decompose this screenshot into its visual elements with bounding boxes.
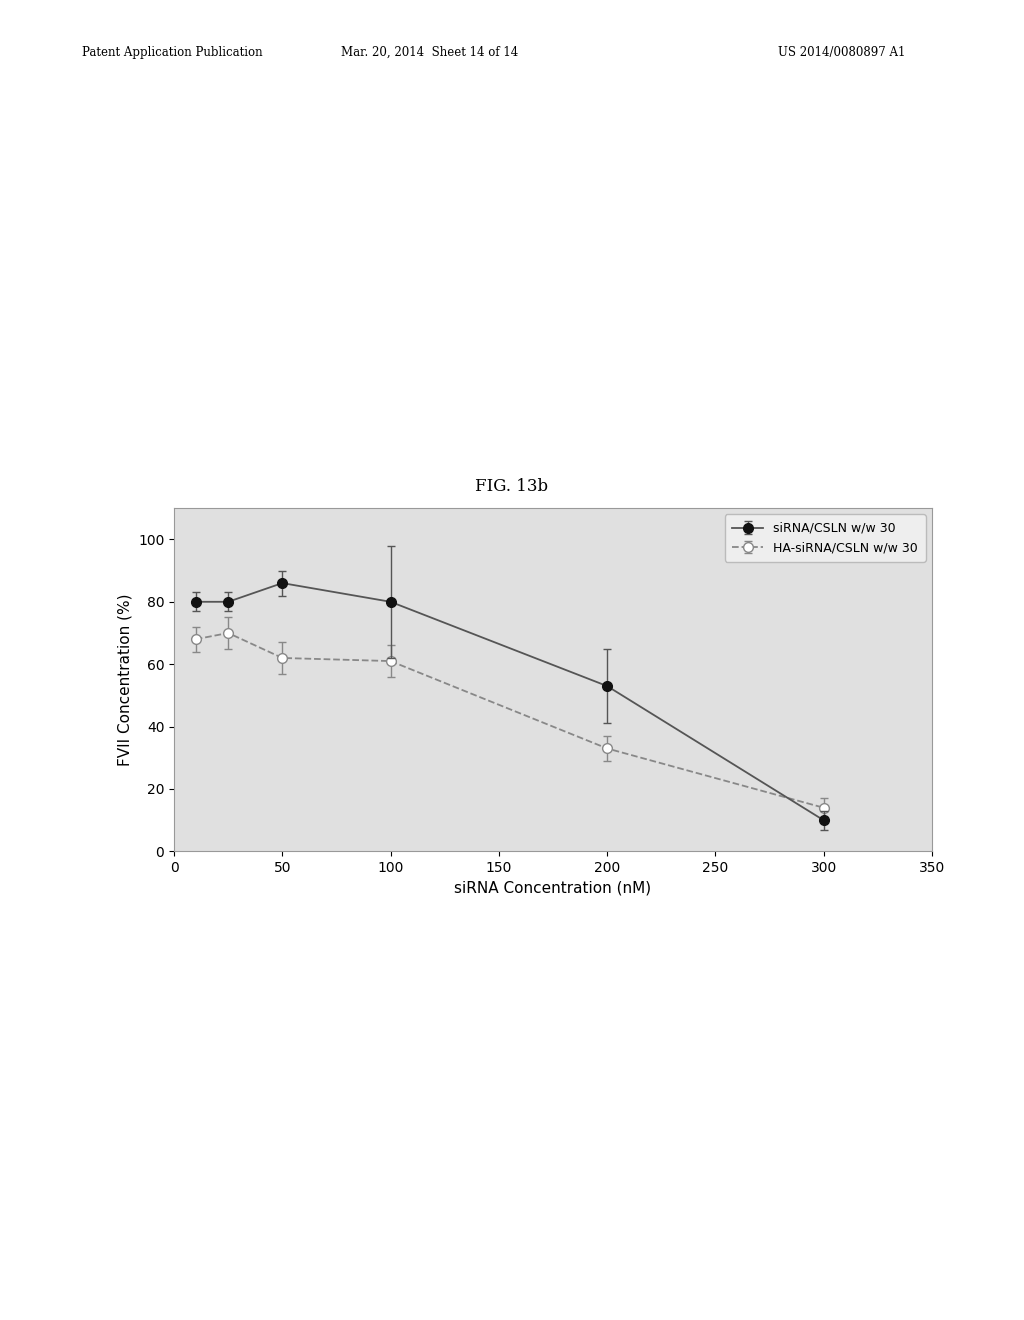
X-axis label: siRNA Concentration (nM): siRNA Concentration (nM): [455, 880, 651, 896]
Y-axis label: FVII Concentration (%): FVII Concentration (%): [118, 594, 132, 766]
Text: Patent Application Publication: Patent Application Publication: [82, 46, 262, 59]
Text: Mar. 20, 2014  Sheet 14 of 14: Mar. 20, 2014 Sheet 14 of 14: [341, 46, 519, 59]
Legend: siRNA/CSLN w/w 30, HA-siRNA/CSLN w/w 30: siRNA/CSLN w/w 30, HA-siRNA/CSLN w/w 30: [725, 515, 926, 562]
Text: US 2014/0080897 A1: US 2014/0080897 A1: [778, 46, 905, 59]
Text: FIG. 13b: FIG. 13b: [475, 478, 549, 495]
